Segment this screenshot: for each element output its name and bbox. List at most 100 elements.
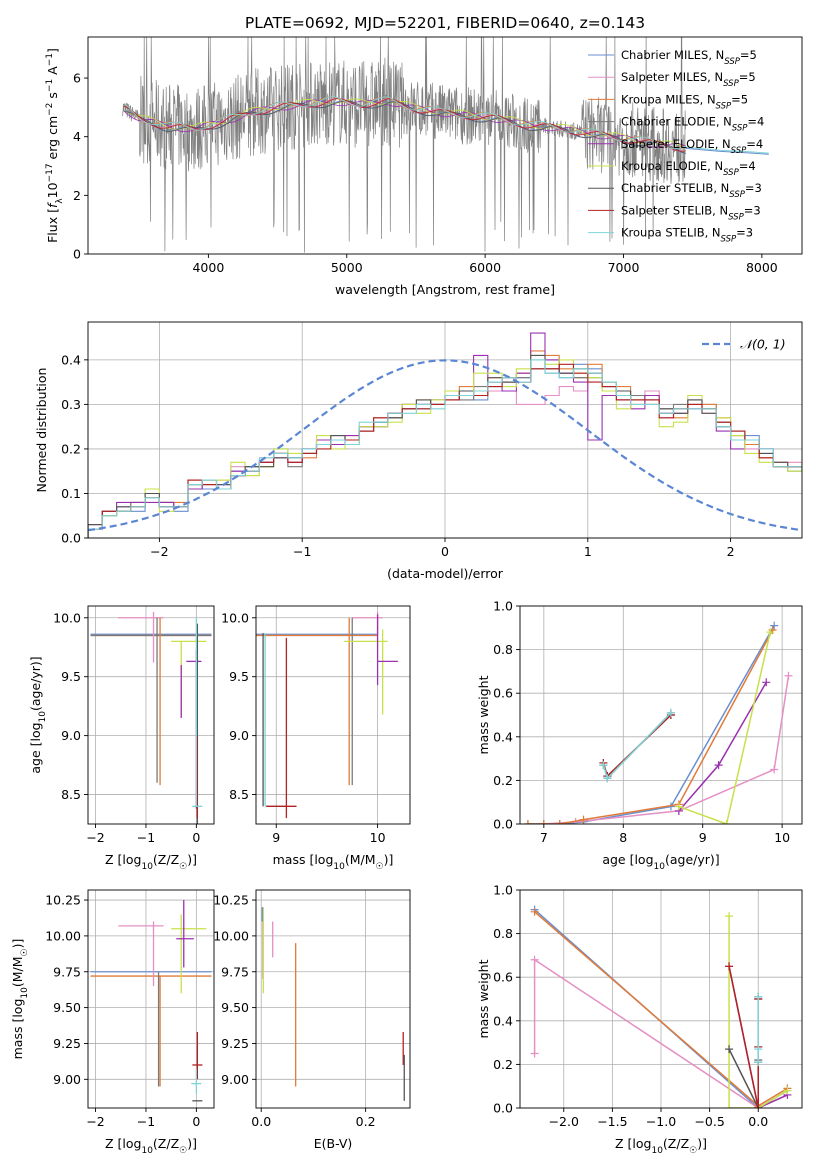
label-part: (age/yr)]	[665, 852, 720, 867]
label-part: 10	[141, 862, 153, 872]
series-marker	[762, 678, 771, 687]
model-spectrum	[123, 98, 686, 152]
label-part: (age/yr)]	[28, 656, 43, 711]
x-tick-label: 0	[192, 830, 200, 845]
x-axis-label: mass [log10(M/M☉)]	[273, 852, 394, 872]
x-axis-label: age [log10(age/yr)]	[602, 852, 719, 872]
y-tick-label: 1.0	[493, 599, 513, 614]
y-tick-label: 0.0	[493, 817, 513, 832]
label-part: age [log	[28, 722, 43, 773]
series-marker	[603, 774, 612, 783]
x-tick-label: −2	[150, 544, 168, 559]
y-tick-label: 0.2	[493, 773, 513, 788]
label-part: )]	[187, 1136, 197, 1151]
x-tick-label: −2.0	[549, 1114, 579, 1129]
model-spectrum	[123, 98, 687, 149]
x-tick-label: 1	[584, 544, 592, 559]
axes-frame	[255, 605, 411, 825]
label-part: ☉	[179, 862, 187, 872]
histogram-series	[88, 354, 802, 538]
label-part: λ	[55, 198, 65, 204]
label-part: Salpeter ELODIE, N	[621, 137, 731, 151]
series-marker	[754, 992, 763, 1001]
label-part: 10	[333, 862, 345, 872]
x-tick-label: 0	[441, 544, 449, 559]
label-part: Salpeter STELIB, N	[621, 203, 728, 217]
histogram-series	[88, 350, 802, 538]
series-marker	[770, 765, 779, 774]
label-part: Z [log	[105, 1136, 141, 1151]
y-tick-label: 10.0	[221, 610, 249, 625]
legend-label: Kroupa STELIB, NSSP=3	[621, 226, 753, 245]
series-marker	[766, 628, 775, 637]
y-tick-label: 1.0	[493, 883, 513, 898]
normal-reference-curve	[88, 359, 802, 532]
age_vs_Z-panel: −2 −1 08.59.09.510.0Z [log10(Z/Z☉)]age [lo…	[28, 605, 215, 872]
label-part: (Z/Z	[153, 1136, 179, 1151]
y-tick-label: 0.6	[493, 686, 513, 701]
axes-frame	[255, 889, 411, 1109]
y-tick-label: 10.25	[213, 893, 249, 908]
label-part: Chabrier MILES, N	[621, 48, 724, 62]
spectrum-marks	[122, 37, 769, 253]
legend-label: Chabrier STELIB, NSSP=3	[621, 181, 762, 200]
y-tick-label: 9.0	[229, 728, 249, 743]
x-tick-label: 0.0	[251, 1114, 271, 1129]
label-part: SSP	[731, 146, 747, 156]
y-axis-label: age [log10(age/yr)]	[28, 656, 48, 773]
y-tick-label: 0.6	[493, 970, 513, 985]
label-part: Salpeter MILES, N	[621, 70, 723, 84]
label-part: −17	[45, 163, 55, 182]
y-tick-label: 10.0	[53, 610, 81, 625]
label-part: Chabrier STELIB, N	[621, 181, 729, 195]
series-marker	[530, 955, 539, 964]
y-tick-label: 0.2	[61, 441, 81, 456]
series-marker	[770, 621, 779, 630]
y-tick-label: 0.8	[493, 926, 513, 941]
spectrum-panel: 4000 5000 6000 7000 8000 0 2 4 6 Chabrier MILES, …	[45, 36, 803, 297]
x-tick-label: 9	[699, 830, 707, 845]
age_vs_Z-marks	[90, 611, 212, 824]
axes-frame	[519, 889, 803, 1109]
y-tick-label: 10.00	[45, 928, 81, 943]
x-tick-label: −0.5	[694, 1114, 724, 1129]
label-part: Kroupa MILES, N	[621, 92, 716, 106]
label-part: =4	[739, 159, 756, 173]
y-tick-label: 0.4	[61, 352, 81, 367]
label-part: SSP	[729, 190, 745, 200]
y-tick-label: 0.3	[61, 397, 81, 412]
label-part: mass [log	[273, 852, 334, 867]
label-part: =4	[746, 137, 763, 151]
y-tick-label: 0.8	[493, 642, 513, 657]
label-part: −1	[45, 79, 55, 92]
x-tick-label: 0.2	[356, 1114, 376, 1129]
series-line	[728, 916, 788, 1108]
x-tick-label: 4000	[192, 260, 224, 275]
y-tick-label: 9.5	[61, 669, 81, 684]
y-tick-label: 6	[73, 71, 81, 86]
label-part: Kroupa STELIB, N	[621, 226, 721, 240]
y-axis-label: Flux [fλ10−17 erg cm−2 s−1 A−1]	[45, 48, 65, 243]
y-tick-label: 9.75	[221, 964, 249, 979]
histogram-series	[88, 359, 802, 538]
series-marker	[784, 671, 793, 680]
series-marker	[725, 912, 734, 921]
label-part: (Z/Z	[153, 852, 179, 867]
legend-label: Salpeter STELIB, NSSP=3	[621, 203, 761, 222]
y-tick-label: 9.5	[229, 669, 249, 684]
label-part: =5	[740, 48, 757, 62]
label-part: 10	[45, 182, 60, 198]
label-part: ☉	[689, 1146, 697, 1156]
label-part: ]	[45, 48, 60, 53]
series-marker	[754, 1045, 763, 1054]
y-tick-label: 2	[73, 188, 81, 203]
x-axis-label: Z [log10(Z/Z☉)]	[105, 1136, 197, 1156]
y-tick-label: 10.25	[45, 893, 81, 908]
legend-label: Kroupa MILES, NSSP=5	[621, 92, 748, 111]
x-tick-label: 7000	[608, 260, 640, 275]
x-tick-label: 5000	[331, 260, 363, 275]
label-part: SSP	[724, 57, 740, 67]
